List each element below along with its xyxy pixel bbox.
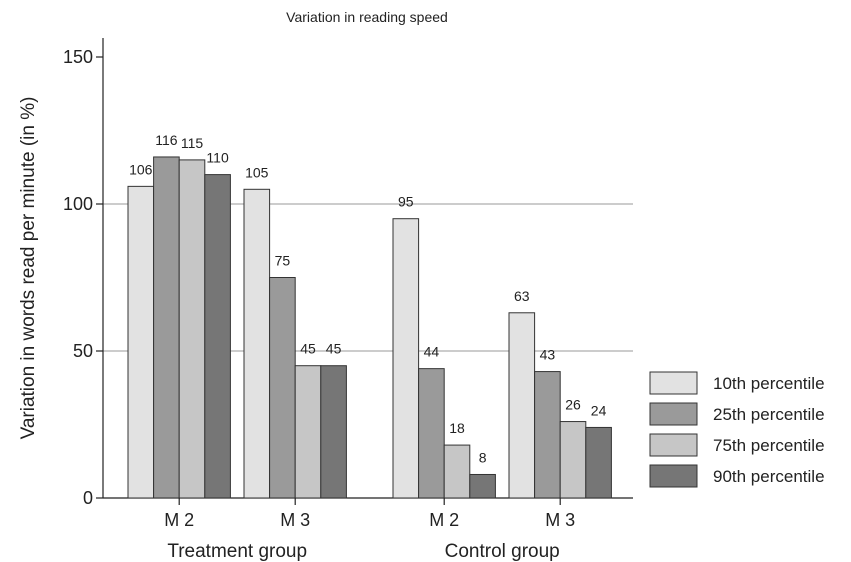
bar	[443, 444, 471, 499]
bar	[585, 426, 612, 499]
legend-label: 75th percentile	[713, 436, 825, 455]
legend-label: 25th percentile	[713, 405, 825, 424]
y-axis-label: Variation in words read per minute (in %…	[18, 97, 39, 440]
bar	[418, 368, 445, 499]
group-label: Control group	[445, 541, 560, 562]
bar	[269, 277, 296, 499]
bar-value-label: 105	[245, 164, 269, 180]
bar-value-label: 26	[565, 397, 581, 413]
group-label: Treatment group	[167, 541, 307, 562]
bar-value-label: 95	[398, 194, 414, 210]
legend-swatch	[649, 371, 698, 395]
legend: 10th percentile 25th percentile 75th perce…	[649, 371, 825, 488]
x-axis-labels: M 2 M 3 Treatment group M 2 M 3 Control group	[164, 498, 575, 562]
y-tick-label: 150	[63, 47, 93, 67]
y-axis-ticks: 0 50 100 150	[63, 47, 103, 508]
bar-value-label: 110	[206, 150, 229, 166]
x-tick-label: M 3	[545, 510, 575, 530]
bar-value-label: 43	[540, 347, 556, 363]
y-tick-label: 0	[83, 488, 93, 508]
x-tick-label: M 3	[280, 510, 310, 530]
bar-value-label: 18	[449, 420, 465, 436]
bar	[153, 156, 180, 499]
legend-label: 90th percentile	[713, 467, 825, 486]
bar-value-label: 115	[181, 135, 204, 151]
bar	[294, 365, 322, 499]
y-tick-label: 100	[63, 194, 93, 214]
legend-label: 10th percentile	[713, 374, 825, 393]
legend-swatch	[649, 433, 698, 457]
bar	[508, 312, 536, 499]
bar-value-label: 44	[424, 344, 440, 360]
y-tick-label: 50	[73, 341, 93, 361]
bar	[320, 365, 347, 499]
bar	[559, 421, 587, 499]
bar	[127, 185, 155, 499]
bar-value-label: 63	[514, 288, 530, 304]
bar	[534, 371, 561, 499]
legend-swatch	[649, 402, 698, 426]
chart-title: Variation in reading speed	[286, 9, 448, 25]
bar	[178, 159, 206, 499]
bar-value-label: 8	[479, 449, 487, 465]
x-tick-label: M 2	[429, 510, 459, 530]
bar	[392, 218, 420, 499]
legend-swatch	[649, 464, 698, 488]
x-tick-label: M 2	[164, 510, 194, 530]
bar-value-label: 45	[300, 341, 316, 357]
bar-value-label: 116	[155, 132, 178, 148]
bar	[243, 188, 271, 499]
bar-value-label: 45	[326, 341, 342, 357]
bar-value-label: 24	[591, 402, 607, 418]
bar-value-label: 75	[275, 253, 291, 269]
bar	[469, 473, 496, 499]
bar-value-label: 106	[129, 161, 153, 177]
bar	[204, 174, 231, 499]
